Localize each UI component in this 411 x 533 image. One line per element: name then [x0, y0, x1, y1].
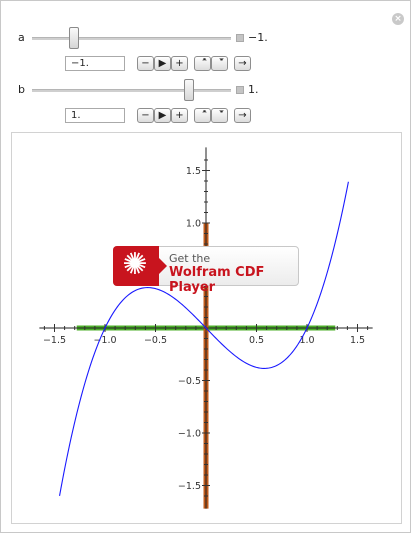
- slider-a-thumb[interactable]: [68, 27, 79, 49]
- play-icon: ▶: [158, 110, 167, 121]
- slider-a-expand-icon[interactable]: [236, 34, 244, 42]
- y-tick-label: 1.5: [186, 166, 201, 177]
- badge-line2: Wolfram CDF Player: [169, 265, 265, 295]
- slider-b-faster-button[interactable]: ˄˄: [194, 108, 211, 123]
- plus-icon: +: [175, 110, 184, 121]
- slider-b-play-button[interactable]: ▶: [154, 108, 171, 123]
- x-tick-label: −0.5: [144, 335, 167, 346]
- slider-a-track[interactable]: [32, 37, 231, 40]
- slider-b-label: b: [18, 83, 25, 96]
- minus-icon: −: [141, 110, 150, 121]
- slider-b-input[interactable]: 1.: [65, 108, 125, 123]
- minus-icon: −: [141, 58, 150, 69]
- slider-b-thumb[interactable]: [184, 79, 195, 101]
- slider-b-track[interactable]: [32, 89, 231, 92]
- slider-b-step-forward-button[interactable]: +: [171, 108, 188, 123]
- slider-a-value: −1.: [248, 31, 268, 44]
- slider-b-step-back-button[interactable]: −: [137, 108, 154, 123]
- slider-a-step-back-button[interactable]: −: [137, 56, 154, 71]
- slider-a-direction-button[interactable]: →: [234, 56, 251, 71]
- y-tick-label: −0.5: [178, 376, 201, 387]
- x-tick-label: −1.0: [93, 335, 116, 346]
- x-tick-label: 1.5: [350, 335, 365, 346]
- close-icon[interactable]: ×: [392, 13, 404, 25]
- badge-line1: Get the: [169, 252, 211, 265]
- play-icon: ▶: [158, 58, 167, 69]
- x-tick-label: −1.5: [43, 335, 66, 346]
- x-tick-label: 1.0: [299, 335, 314, 346]
- slider-a-step-forward-button[interactable]: +: [171, 56, 188, 71]
- y-tick-label: 1.0: [186, 219, 201, 230]
- x-tick-label: 0.5: [249, 335, 264, 346]
- plus-icon: +: [175, 58, 184, 69]
- wolfram-spikey-icon: ✺: [113, 246, 167, 286]
- arrow-right-icon: →: [238, 110, 247, 121]
- slider-a-play-button[interactable]: ▶: [154, 56, 171, 71]
- cdf-player-badge[interactable]: ✺ Get the Wolfram CDF Player: [113, 246, 299, 295]
- slider-b-direction-button[interactable]: →: [234, 108, 251, 123]
- slider-a-slower-button[interactable]: ˅˅: [211, 56, 228, 71]
- arrow-right-icon: →: [238, 58, 247, 69]
- slider-b-value: 1.: [248, 83, 259, 96]
- slider-b-slower-button[interactable]: ˅˅: [211, 108, 228, 123]
- y-tick-label: −1.0: [178, 429, 201, 440]
- cubic-curve: [59, 181, 349, 496]
- slider-a-input[interactable]: −1.: [65, 56, 125, 71]
- slider-a-faster-button[interactable]: ˄˄: [194, 56, 211, 71]
- slider-b-expand-icon[interactable]: [236, 86, 244, 94]
- y-tick-label: −1.5: [178, 481, 201, 492]
- slider-a-label: a: [18, 31, 25, 44]
